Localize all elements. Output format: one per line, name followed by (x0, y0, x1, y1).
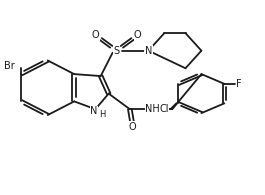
Text: H: H (99, 110, 105, 119)
Text: N: N (145, 46, 152, 56)
Text: S: S (113, 46, 120, 56)
Text: O: O (92, 30, 99, 40)
Text: F: F (236, 79, 242, 89)
Text: O: O (134, 30, 142, 40)
Text: O: O (129, 122, 136, 132)
Text: Cl: Cl (159, 104, 169, 114)
Text: NH: NH (145, 104, 160, 114)
Text: N: N (90, 106, 98, 116)
Text: Br: Br (4, 61, 15, 71)
